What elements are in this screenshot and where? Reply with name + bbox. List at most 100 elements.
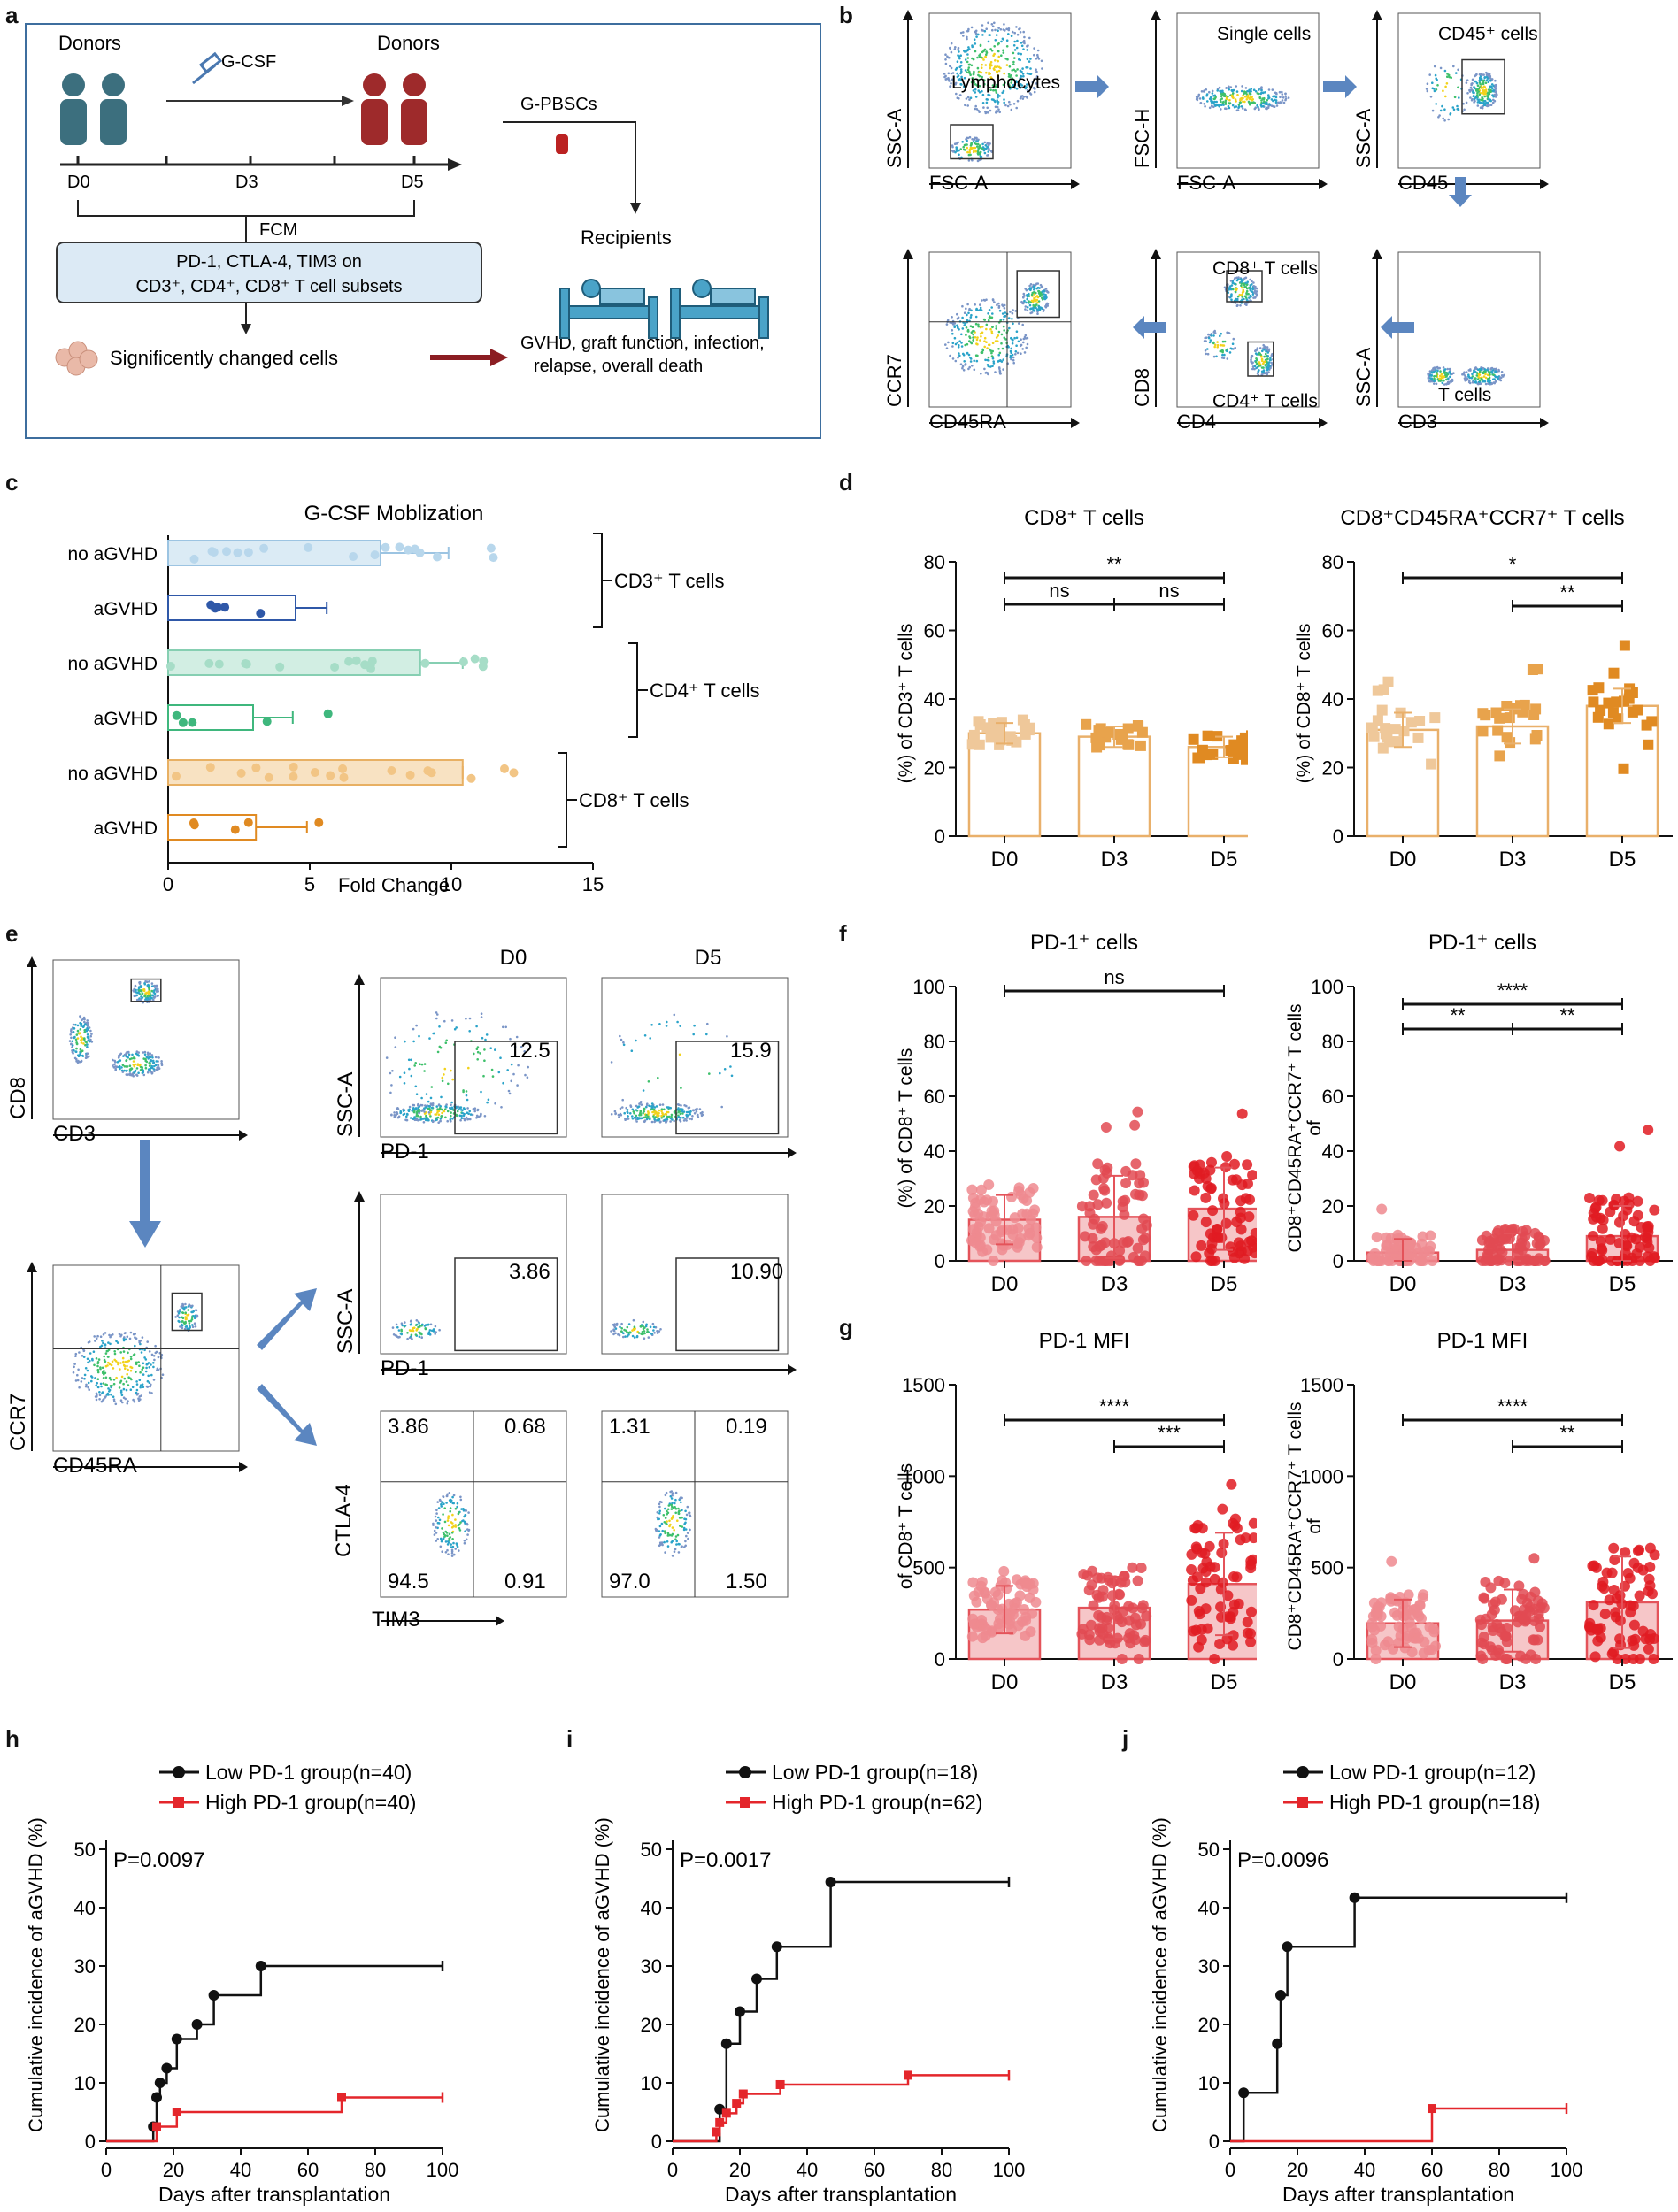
flow-event-dot — [400, 1328, 403, 1332]
flow-event-dot — [954, 142, 958, 145]
flow-event-dot — [450, 1101, 453, 1104]
flow-event-dot — [150, 982, 154, 985]
flow-event-dot — [393, 1115, 396, 1118]
flow-event-dot — [1446, 367, 1449, 371]
flow-event-dot — [1225, 107, 1228, 111]
data-point — [486, 543, 496, 553]
flow-event-dot — [1028, 60, 1031, 63]
flow-event-dot — [1250, 102, 1253, 104]
flow-event-dot — [121, 1401, 124, 1404]
flow-event-dot — [446, 1119, 450, 1123]
flow-event-dot — [132, 1056, 135, 1060]
flow-event-dot — [999, 373, 1002, 375]
flow-event-dot — [141, 1066, 143, 1069]
flow-event-dot — [1043, 308, 1045, 311]
flow-event-dot — [1256, 92, 1259, 95]
data-point — [1011, 736, 1022, 748]
flow-event-dot — [1278, 90, 1282, 94]
flow-event-dot — [667, 1504, 671, 1507]
flow-event-dot — [1264, 372, 1266, 374]
flow-event-dot — [684, 1509, 687, 1513]
flow-event-dot — [454, 1507, 458, 1510]
row-label: aGVHD — [94, 599, 158, 619]
flow-event-dot — [122, 1387, 126, 1391]
flow-event-dot — [151, 1056, 154, 1059]
flow-event-dot — [960, 345, 964, 348]
flow-event-dot — [620, 1327, 623, 1330]
flow-event-dot — [149, 1067, 151, 1071]
flow-event-dot — [610, 1113, 613, 1116]
flow-event-dot — [994, 100, 997, 104]
flow-event-dot — [1442, 89, 1444, 92]
data-point — [251, 763, 261, 772]
flow-event-dot — [468, 1030, 471, 1033]
flow-event-dot — [1279, 96, 1282, 99]
data-point — [1114, 1245, 1126, 1256]
flow-event-dot — [684, 1528, 688, 1531]
flow-event-dot — [998, 370, 1002, 373]
flow-event-dot — [450, 1555, 454, 1557]
flow-event-dot — [998, 95, 1001, 97]
flow-event-dot — [184, 1311, 187, 1314]
flow-event-dot — [1024, 334, 1028, 337]
flow-event-dot — [957, 141, 959, 144]
flow-event-dot — [977, 33, 980, 36]
data-point — [1376, 704, 1388, 716]
flow-event-dot — [444, 1105, 447, 1108]
panel-d-letter: d — [839, 469, 853, 495]
flow-event-dot — [1433, 375, 1436, 378]
flow-event-dot — [1476, 101, 1480, 104]
flow-event-dot — [1257, 107, 1260, 110]
flow-event-dot — [1016, 68, 1019, 71]
flow-event-dot — [966, 37, 968, 41]
flow-event-dot — [966, 319, 969, 322]
flow-event-dot — [675, 1543, 678, 1546]
flow-event-dot — [1029, 73, 1033, 75]
y-axis-label: SSC-A — [334, 1289, 358, 1354]
y-tick-label: 80 — [1322, 551, 1343, 573]
data-point — [1605, 1206, 1616, 1217]
data-point — [1136, 1223, 1148, 1234]
flow-event-dot — [427, 1111, 431, 1114]
data-point — [1205, 1183, 1217, 1194]
flow-event-dot — [1002, 304, 1004, 308]
flow-event-dot — [1484, 376, 1488, 380]
flow-event-dot — [1439, 380, 1442, 382]
flow-event-dot — [618, 1116, 620, 1118]
flow-event-dot — [1436, 84, 1439, 87]
flow-event-dot — [686, 1505, 689, 1509]
flow-event-dot — [1250, 357, 1253, 359]
flow-event-dot — [462, 1114, 466, 1117]
flow-event-dot — [135, 1050, 139, 1053]
data-point — [1098, 1183, 1110, 1194]
flow-event-dot — [730, 1074, 734, 1078]
flow-event-dot — [447, 1517, 450, 1520]
y-axis-arrow-head — [903, 10, 913, 20]
flow-event-dot — [674, 1502, 676, 1505]
data-point — [1020, 728, 1031, 740]
flow-event-dot — [997, 29, 999, 32]
flow-event-dot — [1015, 106, 1018, 110]
flow-event-dot — [71, 1046, 73, 1048]
y-tick-label: 80 — [924, 551, 945, 573]
flow-event-dot — [1254, 349, 1258, 352]
flow-event-dot — [1500, 371, 1504, 373]
flow-event-dot — [671, 1494, 674, 1497]
flow-event-dot — [959, 78, 962, 81]
flow-event-dot — [107, 1341, 110, 1344]
flow-event-dot — [1212, 334, 1215, 337]
flow-event-dot — [957, 346, 960, 349]
flow-event-dot — [951, 332, 954, 335]
flow-event-dot — [137, 1071, 140, 1074]
flow-event-dot — [122, 1360, 125, 1363]
flow-event-dot — [82, 1016, 86, 1019]
y-axis-label: SSC-A — [334, 1072, 358, 1137]
flow-event-dot — [1043, 297, 1047, 301]
flow-event-dot — [1200, 90, 1204, 93]
flow-event-dot — [1482, 367, 1485, 370]
flow-event-dot — [439, 1105, 443, 1108]
flow-event-dot — [1234, 346, 1236, 349]
flow-event-dot — [964, 58, 967, 61]
data-point — [994, 729, 1005, 741]
flow-event-dot — [995, 336, 998, 339]
